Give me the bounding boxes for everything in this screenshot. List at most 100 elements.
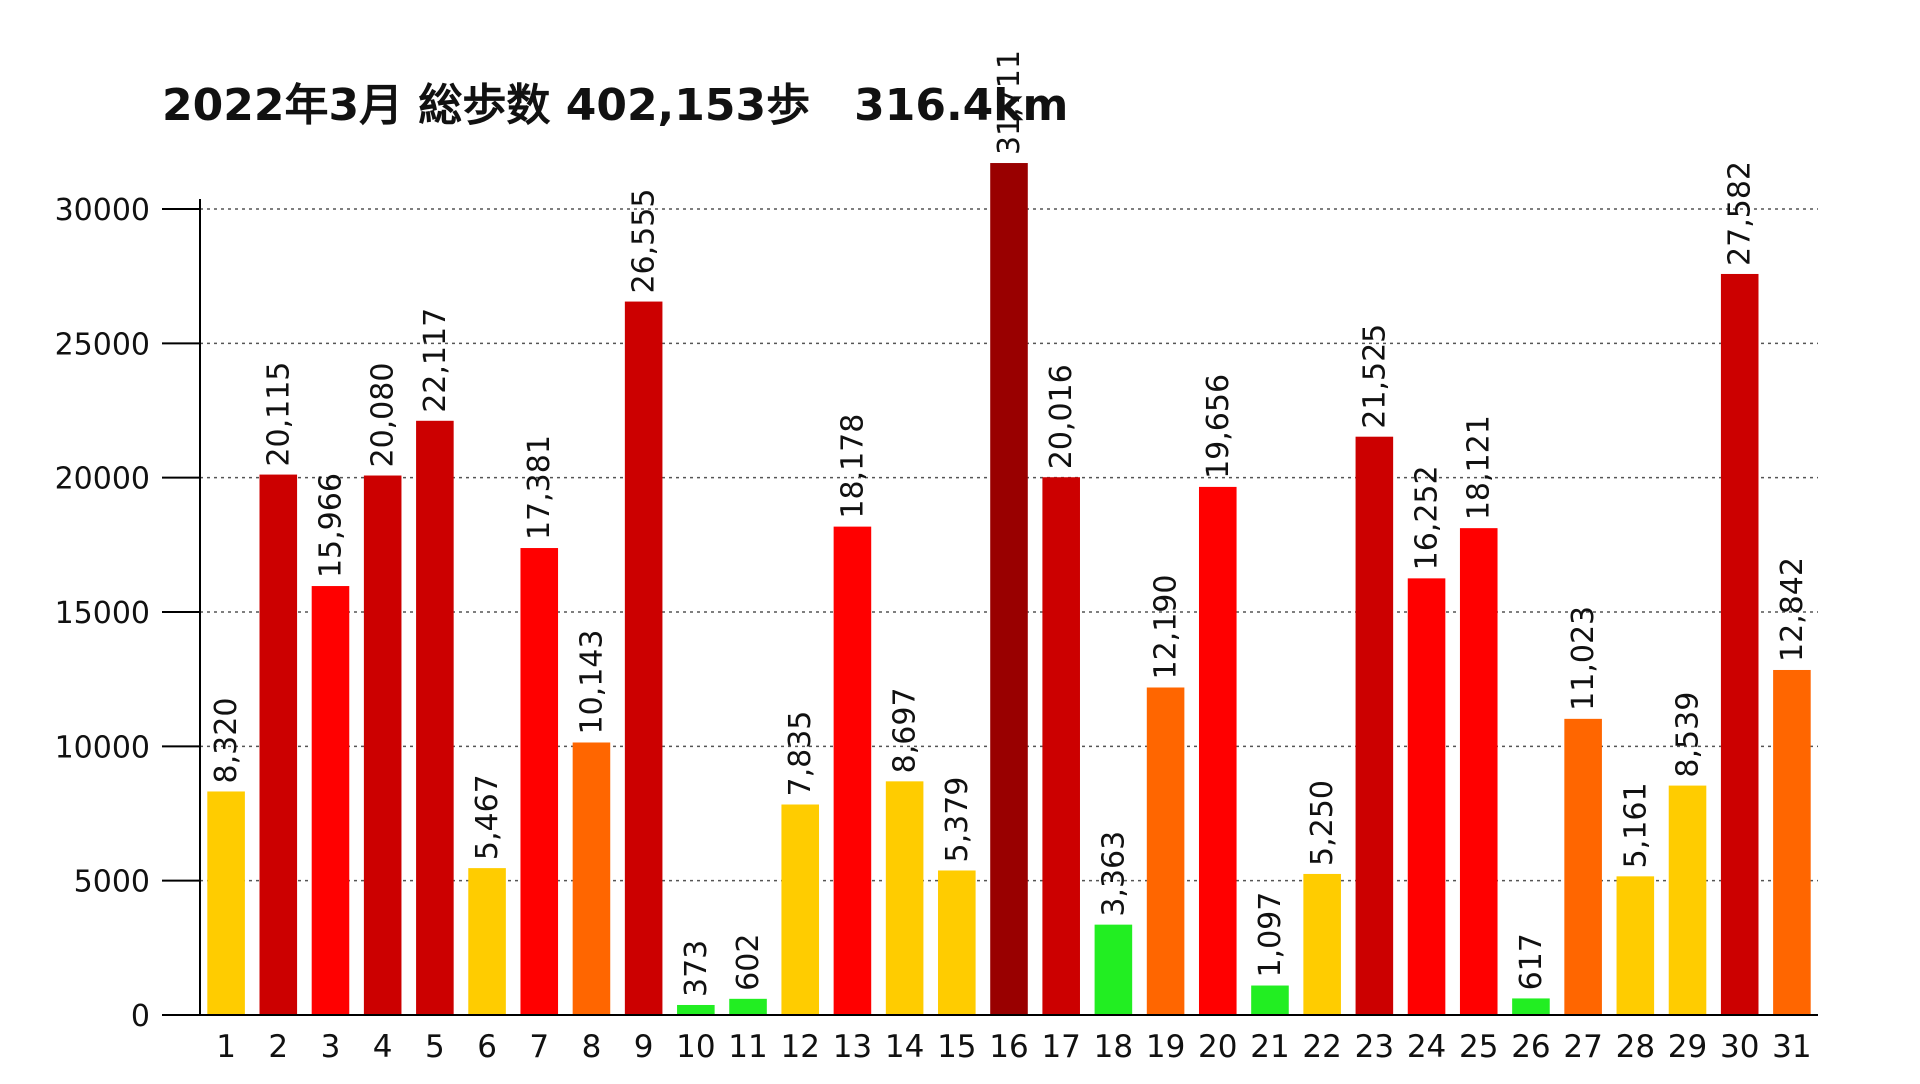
x-tick-label: 28	[1616, 1029, 1655, 1065]
data-label: 20,016	[1044, 364, 1079, 469]
x-tick-label: 7	[529, 1029, 549, 1065]
x-tick-label: 23	[1355, 1029, 1394, 1065]
x-tick-label: 5	[425, 1029, 445, 1065]
x-tick-label: 2	[268, 1029, 288, 1065]
bar	[1042, 477, 1080, 1015]
bar	[520, 548, 559, 1015]
y-tick-label: 5000	[74, 865, 150, 900]
bar	[259, 474, 298, 1015]
y-tick-label: 30000	[55, 193, 150, 228]
bar	[938, 870, 976, 1015]
data-label: 21,525	[1357, 324, 1392, 429]
data-label: 16,252	[1410, 465, 1445, 570]
y-tick-label: 15000	[55, 596, 150, 631]
data-label: 12,842	[1775, 557, 1810, 662]
data-label: 20,115	[261, 362, 296, 467]
x-tick-label: 27	[1563, 1029, 1602, 1065]
bar	[677, 1004, 715, 1015]
data-label: 12,190	[1149, 575, 1184, 680]
data-label: 8,320	[209, 698, 244, 784]
x-tick-label: 25	[1459, 1029, 1498, 1065]
data-label: 11,023	[1566, 606, 1601, 711]
data-label: 15,966	[313, 473, 348, 578]
bar	[468, 868, 506, 1015]
y-tick-label: 0	[131, 999, 150, 1034]
x-tick-label: 4	[373, 1029, 393, 1065]
data-label: 602	[731, 934, 766, 991]
bar	[1668, 785, 1707, 1015]
data-label: 19,656	[1201, 374, 1236, 479]
x-tick-label: 1	[216, 1029, 236, 1065]
data-labels: 8,320 20,115 15,966 20,080 22,117 5,467 17,381…	[209, 50, 1810, 997]
data-label: 373	[679, 940, 714, 997]
data-label: 26,555	[627, 189, 662, 294]
bar	[1094, 924, 1133, 1015]
x-axis: 1 2 3 4 5 6 7 8 9 10 11 12 13 14 15 16 17 18 19 20 21 22 23 24 2…	[200, 1014, 1818, 1065]
data-label: 10,143	[574, 630, 609, 735]
x-tick-label: 15	[937, 1029, 976, 1065]
data-label: 1,097	[1253, 892, 1288, 978]
y-axis: 0 5000 10000 15000 20000 25000 30000	[55, 193, 201, 1034]
data-label: 18,121	[1462, 415, 1497, 520]
bar	[1303, 873, 1341, 1015]
x-tick-label: 30	[1720, 1029, 1759, 1065]
bar	[990, 163, 1028, 1015]
bar	[1512, 998, 1550, 1015]
bars	[207, 163, 1811, 1016]
x-tick-label: 21	[1250, 1029, 1289, 1065]
bar	[1407, 578, 1446, 1015]
chart-title: 2022年3月 総歩数 402,153歩 316.4km	[162, 80, 1068, 131]
bar	[416, 420, 454, 1016]
bar	[781, 804, 820, 1015]
bar	[572, 742, 611, 1015]
bar	[1459, 528, 1498, 1015]
x-tick-label: 8	[582, 1029, 602, 1065]
bar	[363, 475, 402, 1015]
data-label: 22,117	[418, 308, 453, 413]
x-tick-label: 18	[1094, 1029, 1133, 1065]
x-tick-label: 12	[780, 1029, 819, 1065]
x-tick-label: 11	[728, 1029, 767, 1065]
data-label: 8,697	[888, 687, 923, 773]
bar	[207, 791, 245, 1015]
bar	[1564, 718, 1602, 1015]
data-label: 3,363	[1096, 831, 1131, 917]
bar	[1616, 876, 1655, 1015]
data-label: 31,711	[992, 50, 1027, 155]
bar	[1146, 687, 1185, 1015]
data-label: 20,080	[366, 363, 401, 468]
y-tick-label: 25000	[55, 327, 150, 362]
data-label: 7,835	[783, 711, 818, 797]
bar	[1198, 486, 1237, 1015]
x-tick-label: 29	[1668, 1029, 1707, 1065]
y-tick-label: 20000	[55, 462, 150, 497]
data-label: 17,381	[522, 435, 557, 540]
bar	[624, 301, 663, 1015]
data-label: 5,467	[470, 774, 505, 860]
data-label: 5,379	[940, 777, 975, 863]
bar	[885, 781, 924, 1015]
bar	[311, 586, 350, 1015]
y-tick-label: 10000	[55, 730, 150, 765]
x-tick-label: 16	[989, 1029, 1028, 1065]
bar	[1773, 669, 1811, 1015]
x-tick-label: 31	[1772, 1029, 1811, 1065]
x-tick-label: 22	[1302, 1029, 1341, 1065]
data-label: 5,161	[1618, 782, 1653, 868]
data-label: 5,250	[1305, 780, 1340, 866]
x-tick-label: 24	[1407, 1029, 1446, 1065]
x-tick-label: 6	[477, 1029, 497, 1065]
data-label: 18,178	[835, 414, 870, 519]
x-tick-label: 26	[1511, 1029, 1550, 1065]
bar	[1720, 273, 1759, 1015]
x-tick-label: 3	[321, 1029, 341, 1065]
x-tick-label: 13	[833, 1029, 872, 1065]
data-label: 8,539	[1671, 692, 1706, 778]
x-tick-label: 19	[1146, 1029, 1185, 1065]
data-label: 27,582	[1723, 161, 1758, 266]
x-tick-label: 20	[1198, 1029, 1237, 1065]
x-tick-label: 14	[885, 1029, 924, 1065]
bar	[833, 526, 872, 1015]
